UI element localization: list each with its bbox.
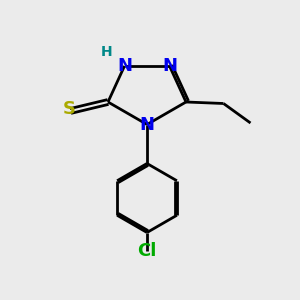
Text: S: S: [62, 100, 76, 118]
Text: H: H: [101, 46, 112, 59]
Text: N: N: [162, 57, 177, 75]
Text: N: N: [117, 57, 132, 75]
Text: Cl: Cl: [137, 242, 157, 260]
Text: N: N: [140, 116, 154, 134]
